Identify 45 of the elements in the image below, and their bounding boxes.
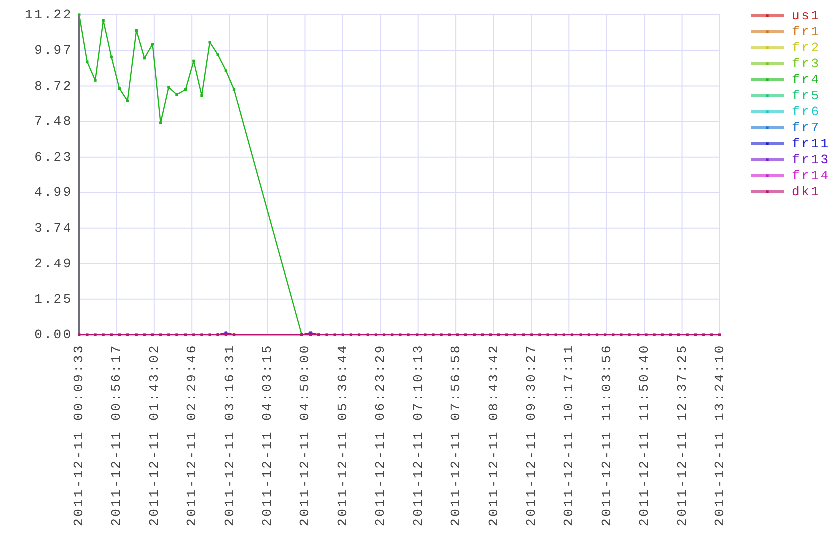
y-tick-label: 1.25 [34, 292, 73, 307]
x-tick-label: 2011-12-11 12:37:25 [674, 344, 690, 526]
legend-label: dk1 [792, 184, 821, 200]
y-tick-label: 2.49 [34, 256, 73, 272]
x-tick-label: 2011-12-11 09:30:27 [524, 344, 539, 526]
legend-label: fr3 [792, 56, 821, 72]
x-tick-label: 2011-12-11 10:17:11 [562, 344, 577, 526]
legend-label: fr13 [792, 152, 830, 168]
x-tick-label: 2011-12-11 00:56:17 [109, 344, 124, 526]
legend-label: fr4 [792, 72, 821, 88]
legend-label: us1 [792, 8, 821, 24]
point [78, 14, 81, 16]
point [102, 19, 105, 22]
legend-label: fr7 [792, 120, 821, 136]
point [200, 94, 204, 98]
legend-label: fr11 [792, 136, 830, 152]
y-tick-label: 0.00 [34, 328, 73, 342]
legend-label: fr6 [792, 104, 821, 120]
line-series [78, 14, 304, 336]
x-tick-label: 2011-12-11 06:23:29 [373, 344, 388, 526]
x-tick-label: 2011-12-11 13:24:10 [712, 344, 728, 526]
legend-label: fr2 [792, 40, 821, 56]
x-tick-label: 2011-12-11 07:56:58 [448, 344, 464, 526]
x-tick-label: 2011-12-11 11:03:56 [599, 344, 614, 526]
y-tick-label: 8.72 [34, 78, 73, 94]
y-tick-label: 3.74 [34, 220, 73, 236]
y-tick-label: 6.23 [34, 150, 73, 165]
x-tick-label: 2011-12-11 07:10:13 [410, 344, 426, 526]
y-tick-label: 7.48 [34, 114, 73, 130]
legend-label: fr1 [792, 24, 821, 40]
x-tick-label: 2011-12-11 01:43:02 [146, 344, 162, 526]
x-tick-label: 2011-12-11 04:50:00 [298, 344, 313, 526]
x-tick-label: 2011-12-11 11:50:40 [637, 344, 652, 526]
legend-label: fr5 [792, 88, 821, 104]
y-tick-label: 11.22 [24, 8, 73, 22]
x-tick-label: 2011-12-11 08:43:42 [486, 344, 502, 526]
y-tick-label: 4.99 [34, 185, 73, 200]
x-tick-label: 2011-12-11 00:09:33 [72, 344, 86, 526]
legend-label: fr14 [792, 168, 830, 184]
point [86, 60, 89, 64]
x-tick-label: 2011-12-11 04:03:15 [260, 344, 276, 526]
x-tick-label: 2011-12-11 03:16:31 [222, 344, 238, 526]
x-tick-label: 2011-12-11 02:29:46 [184, 344, 200, 526]
y-tick-label: 9.97 [34, 43, 73, 58]
x-tick-label: 2011-12-11 05:36:44 [335, 344, 350, 526]
